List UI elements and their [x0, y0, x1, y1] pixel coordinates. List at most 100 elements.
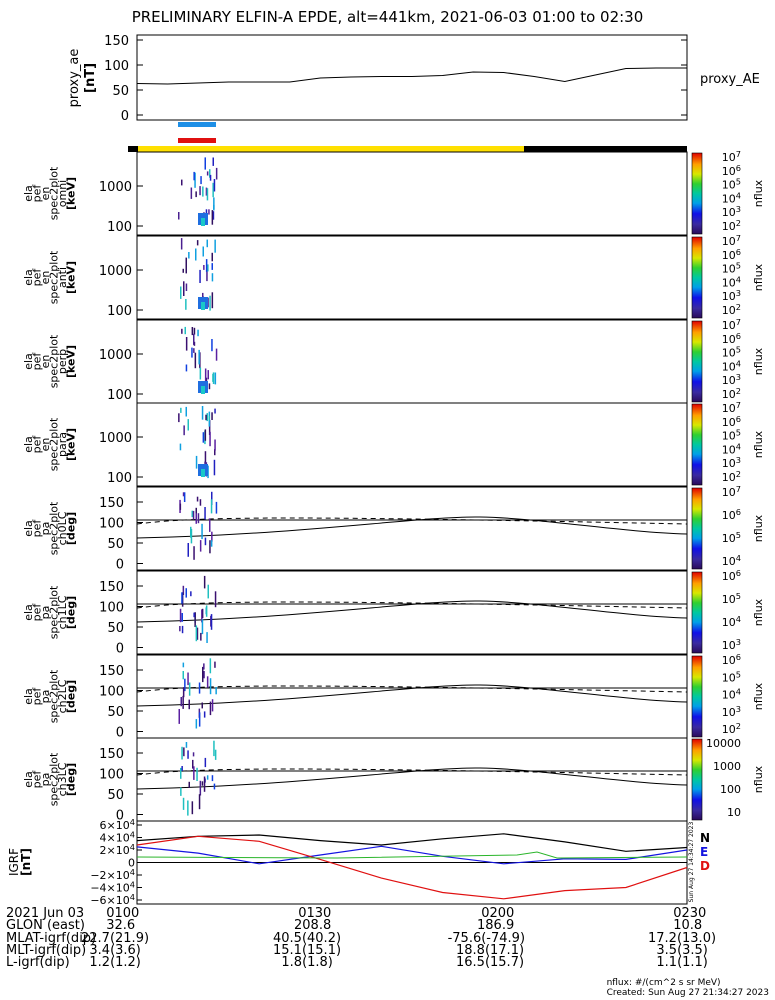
panel-ylabel-line: pef: [31, 770, 44, 789]
panel-ylabel-line: pa: [39, 606, 52, 620]
panel-frame: [136, 737, 688, 822]
data-streak: [197, 513, 200, 524]
footer-row-value: 186.9: [477, 918, 515, 934]
footer-row-value: 1.2(1.2): [89, 955, 141, 971]
data-streak: [187, 672, 189, 686]
panel-tick-label: 50: [107, 705, 124, 720]
data-blob: [201, 469, 205, 477]
igrf-timestamp: Sun Aug 27 14:34:27 2023: [688, 822, 695, 903]
loss-cone-dashed-line: [136, 685, 688, 693]
panel-ylabel-line: ela: [22, 771, 35, 788]
panel-ylabel-line: [deg]: [65, 680, 78, 713]
panel-ylabel-line: spec2plot: [48, 585, 61, 639]
igrf-legend-e: E: [700, 845, 708, 859]
data-streak: [206, 676, 209, 688]
data-streak: [209, 540, 211, 554]
footer-row-value: 3.5(3.5): [656, 942, 708, 958]
data-streak: [206, 413, 208, 422]
data-streak: [211, 273, 214, 282]
data-streak: [215, 687, 217, 695]
proxy-ae-series-label: proxy_AE: [700, 72, 760, 87]
data-streak: [183, 492, 186, 502]
data-streak: [195, 625, 198, 642]
colorbar-label: nflux: [752, 179, 765, 207]
igrf-legend-d: D: [700, 859, 710, 873]
colorbar-tick-label: 104: [722, 190, 741, 205]
panel-ylabel-line: spec2plot: [48, 501, 61, 555]
data-streak: [184, 326, 186, 335]
data-streak: [198, 682, 201, 694]
colorbar-tick-label: 100: [720, 783, 741, 796]
data-streak: [190, 528, 193, 544]
panel-ylabel-line: [deg]: [65, 512, 78, 545]
data-streak: [181, 179, 183, 186]
panel-tick-label: 100: [107, 388, 132, 403]
data-streak: [185, 406, 187, 417]
panel-ylabel-line: pef: [31, 687, 44, 706]
data-streak: [183, 425, 185, 436]
data-streak: [187, 543, 189, 557]
created-stamp: Created: Sun Aug 27 21:34:27 2023: [606, 988, 769, 998]
data-blob: [201, 302, 205, 310]
data-streak: [209, 658, 212, 674]
data-streak: [203, 575, 206, 589]
data-streak: [194, 612, 196, 627]
igrf-line-e: [136, 845, 688, 865]
data-streak: [180, 767, 182, 779]
proxy-ae-tick-label: 50: [112, 84, 129, 99]
panel-4: 1000100elapefenspec2plotpara[keV]1071061…: [22, 400, 765, 487]
proxy-ae-ylabel: proxy_ae: [67, 49, 82, 108]
panel-ylabel-line: spec2plot: [48, 669, 61, 723]
footer-row-value: -75.6(-74.9): [447, 930, 526, 946]
colorbar: [691, 655, 703, 738]
data-streak: [211, 263, 213, 270]
data-streak: [207, 584, 209, 599]
colorbar-tick-label: 1000: [713, 760, 741, 773]
panel-ylabel-line: en: [39, 187, 52, 201]
colorbar-tick-label: 103: [722, 637, 741, 652]
data-streak: [185, 283, 188, 291]
data-streak: [194, 352, 197, 369]
panel-ylabel-line: pef: [31, 519, 44, 538]
data-streak: [185, 257, 187, 274]
data-streak: [195, 455, 198, 469]
data-streak: [198, 349, 200, 365]
footer-row: MLAT-igrf(dip) 22.7(21.9) 40.5(40.2) -75.6(…: [0, 930, 775, 946]
data-streak: [182, 268, 184, 273]
panel-ylabel-line: pef: [31, 435, 44, 454]
panel-tick-label: 150: [99, 747, 124, 762]
data-streak: [202, 432, 205, 443]
data-streak: [199, 367, 202, 380]
igrf-line-n: [136, 833, 688, 852]
panel-ylabel-line: perp: [56, 349, 69, 374]
footer-row-value: 32.6: [106, 918, 136, 934]
colorbar-tick-label: 106: [722, 247, 741, 262]
footer-row-value: 22.7(21.9): [81, 930, 150, 946]
panel-tick-label: 150: [99, 496, 124, 511]
data-streak: [193, 327, 196, 335]
data-streak: [182, 492, 185, 497]
data-streak: [202, 666, 204, 683]
ephemeris-footer: 2021 Jun 03 0100 0130 0200 0230 GLON (east) 32…: [0, 907, 775, 971]
colorbar-tick-label: 107: [722, 233, 741, 248]
proxy-ae-frame: [136, 34, 688, 121]
panel-tick-label: 1000: [99, 264, 132, 279]
data-streak: [201, 702, 203, 709]
data-streak: [212, 182, 214, 198]
panel-tick-label: 1000: [99, 348, 132, 363]
igrf-line-d: [136, 835, 688, 900]
panel-tick-label: 100: [99, 768, 124, 783]
data-streak: [212, 157, 214, 166]
panel-ylabel-line: pa: [39, 522, 52, 536]
data-streak: [182, 687, 185, 698]
panel-tick-label: 0: [116, 809, 124, 824]
colorbar-tick-label: 104: [722, 274, 741, 289]
data-streak: [201, 781, 204, 786]
igrf-tick-label: 0: [128, 857, 135, 870]
colorbar: [691, 487, 703, 570]
panel-ylabel-line: en: [39, 271, 52, 285]
